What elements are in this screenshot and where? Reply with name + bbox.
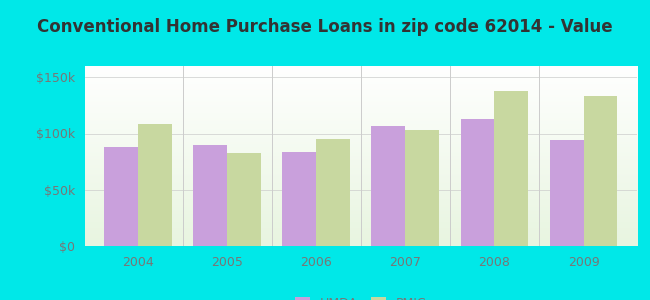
Bar	[461, 119, 495, 246]
Bar	[104, 147, 138, 246]
Bar	[495, 91, 528, 246]
Text: Conventional Home Purchase Loans in zip code 62014 - Value: Conventional Home Purchase Loans in zip …	[37, 18, 613, 36]
Bar	[138, 124, 172, 246]
Bar	[227, 153, 261, 246]
Bar	[193, 145, 227, 246]
Legend: HMDA, PMIC: HMDA, PMIC	[290, 292, 432, 300]
Bar	[282, 152, 316, 246]
Bar	[406, 130, 439, 246]
Bar	[584, 96, 618, 246]
Bar	[316, 139, 350, 246]
Bar	[371, 126, 406, 246]
Bar	[550, 140, 584, 246]
